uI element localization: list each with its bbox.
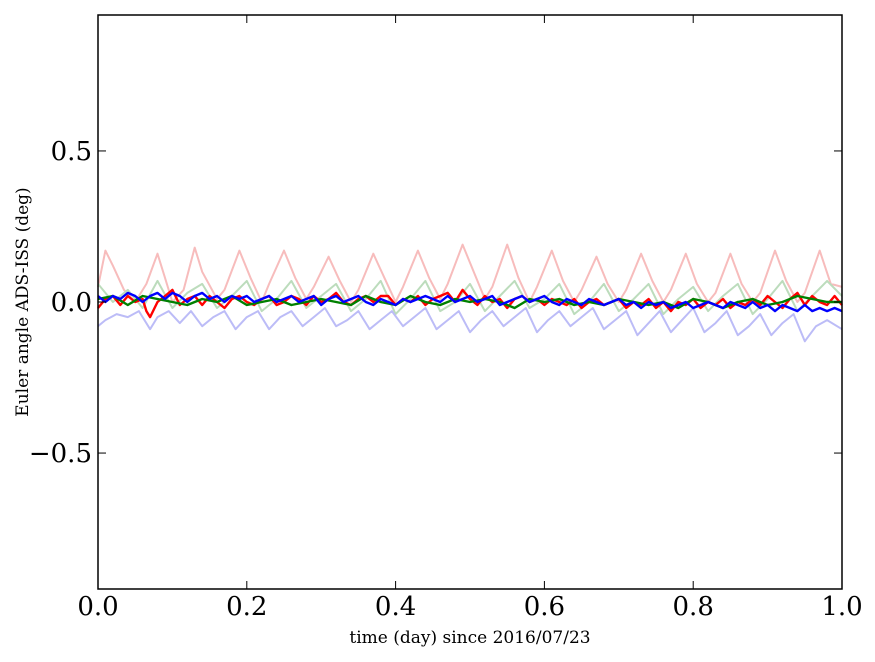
x-tick-label: 0.6 — [524, 592, 565, 622]
y-tick-label: 0.0 — [51, 288, 92, 318]
x-tick-label: 1.0 — [821, 592, 862, 622]
series-layer — [97, 243, 843, 343]
series-line-6 — [97, 291, 843, 313]
x-tick-label: 0.2 — [226, 592, 267, 622]
x-axis-label: time (day) since 2016/07/23 — [349, 628, 590, 648]
series-line-2 — [97, 279, 843, 316]
series-line-1 — [97, 243, 843, 303]
y-axis-label: Euler angle ADS-ISS (deg) — [13, 187, 33, 416]
y-tick-label: 0.5 — [51, 137, 92, 167]
x-tick-label: 0.0 — [77, 592, 118, 622]
x-tick-label: 0.4 — [375, 592, 416, 622]
x-tick-label: 0.8 — [673, 592, 714, 622]
series-line-3 — [97, 307, 843, 343]
tick-layer: 0.0 0.2 0.4 0.6 0.8 1.0 −0.5 0.0 0.5 — [29, 15, 863, 622]
y-tick-label: −0.5 — [29, 439, 92, 469]
